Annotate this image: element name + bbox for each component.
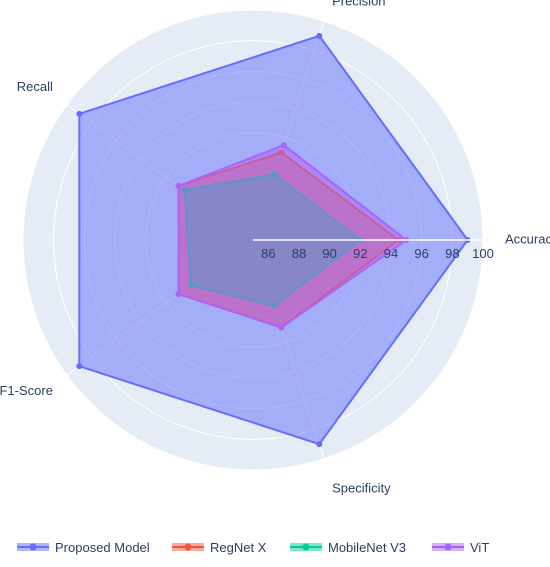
radial-tick-label: 94 (384, 246, 398, 261)
series-vit (175, 142, 410, 331)
series-area-vit (177, 144, 408, 329)
radial-tick-label: 92 (353, 246, 367, 261)
legend-label: ViT (470, 540, 489, 555)
radial-tick-label: 86 (261, 246, 275, 261)
legend[interactable]: Proposed Model RegNet X MobileNet V3 ViT (17, 540, 489, 555)
data-point-proposed-model-recall (76, 110, 83, 117)
axis-label-specificity: Specificity (332, 481, 391, 496)
axis-label-precision: Precision (332, 0, 385, 8)
legend-label: Proposed Model (55, 540, 150, 555)
legend-swatch-marker (184, 543, 192, 551)
angular-axis-labels: Accuracy Precision Recall F1-Score Specifici… (0, 0, 550, 496)
data-point-vit-recall (175, 182, 182, 189)
radial-tick-label: 100 (472, 246, 494, 261)
data-point-proposed-model-specificity (316, 441, 323, 448)
data-point-vit-specificity (278, 324, 285, 331)
axis-label-accuracy: Accuracy (505, 231, 550, 246)
radial-tick-label: 90 (322, 246, 336, 261)
axis-label-recall: Recall (17, 79, 53, 94)
legend-swatch-marker (444, 543, 452, 551)
legend-swatch-marker (302, 543, 310, 551)
radial-tick-label: 96 (414, 246, 428, 261)
radial-axis: 86 88 90 92 94 96 98 100 (253, 239, 494, 261)
legend-item-vit[interactable]: ViT (432, 540, 489, 555)
axis-label-f1-score: F1-Score (0, 383, 53, 398)
legend-item-regnet-x[interactable]: RegNet X (172, 540, 267, 555)
legend-label: MobileNet V3 (328, 540, 406, 555)
legend-label: RegNet X (210, 540, 267, 555)
data-point-vit-precision (280, 142, 287, 149)
radial-tick-label: 98 (445, 246, 459, 261)
legend-item-mobilenet-v3[interactable]: MobileNet V3 (290, 540, 406, 555)
radial-tick-label: 88 (292, 246, 306, 261)
data-point-proposed-model-f1-score (76, 363, 83, 370)
data-point-proposed-model-precision (316, 32, 323, 39)
legend-item-proposed-model[interactable]: Proposed Model (17, 540, 150, 555)
data-point-vit-f1-score (175, 291, 182, 298)
legend-swatch-marker (29, 543, 37, 551)
